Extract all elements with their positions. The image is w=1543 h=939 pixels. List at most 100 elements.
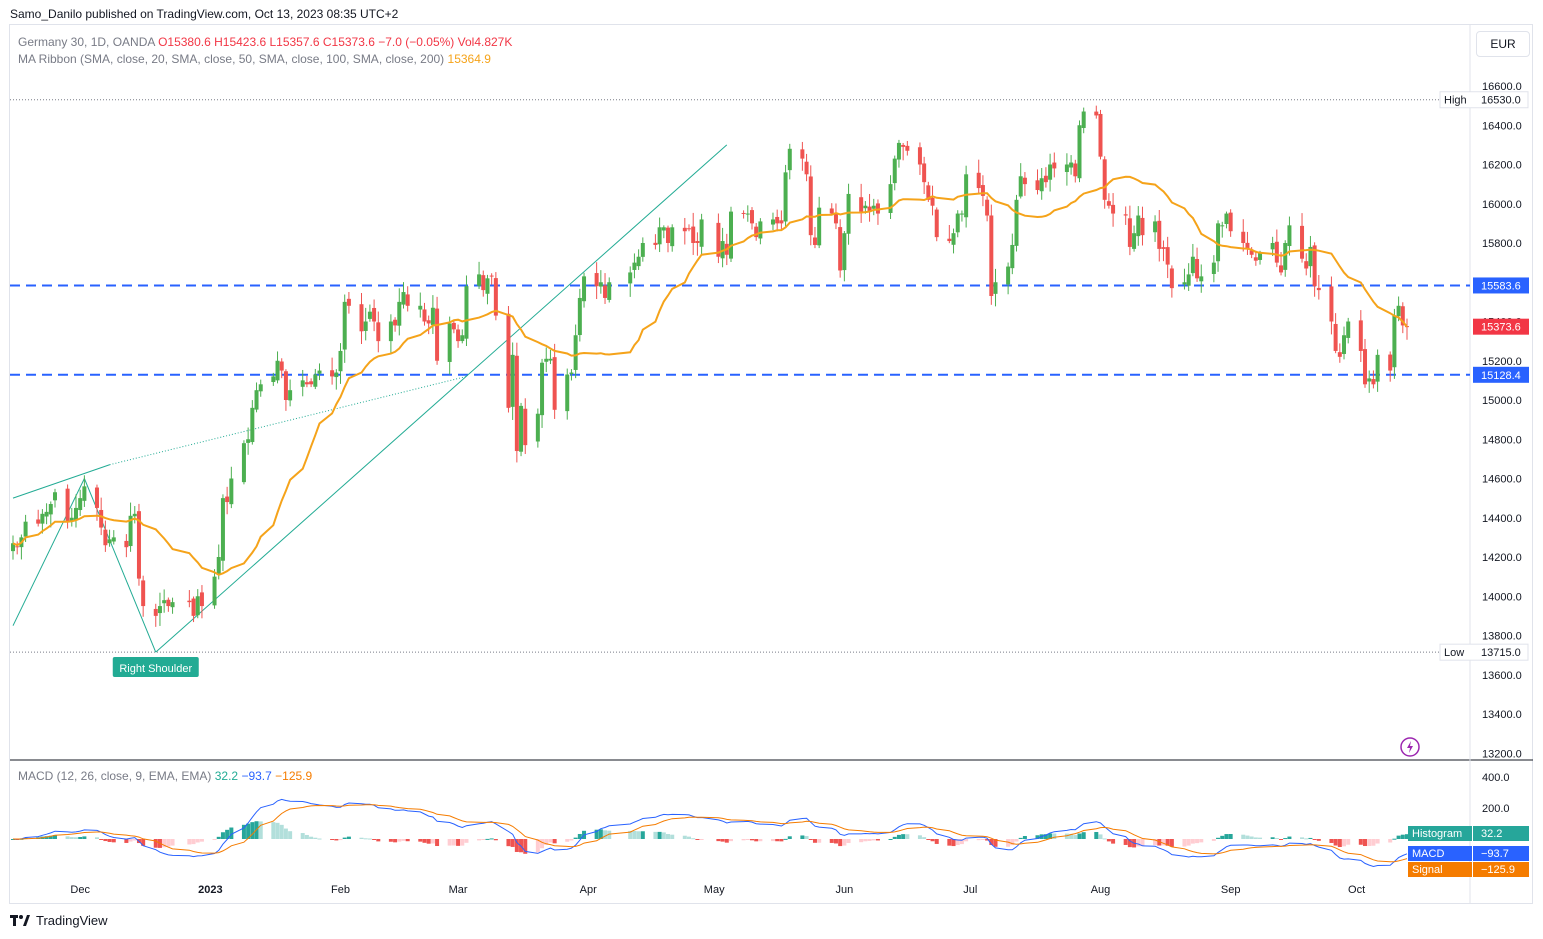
x-tick-label: Oct [1348,884,1365,896]
macd-histogram-bar [128,839,133,842]
macd-histogram-bar [888,838,893,840]
candle-body [1333,323,1338,351]
candle-body [1300,225,1305,259]
candle-body [1052,162,1057,169]
macd-histogram-bar [246,823,251,839]
candle-body [107,539,112,544]
macd-histogram-bar [871,839,876,841]
macd-histogram-bar [892,836,897,839]
level-label-box [1473,277,1529,294]
candle-body [829,208,834,214]
macd-histogram-bar [628,830,633,839]
macd-histogram-bar [372,839,377,840]
macd-histogram-bar [783,838,788,840]
macd-histogram-bar [279,824,284,839]
candle-body [422,309,427,322]
macd-histogram-bar [1069,833,1074,839]
candle-body [1312,245,1317,287]
macd-histogram-bar [1195,839,1200,844]
macd-histogram-bar [309,836,314,839]
candle-body [892,158,897,184]
macd-histogram-bar [275,822,280,839]
macd-histogram-bar [162,839,167,848]
symbol-label[interactable]: Germany 30, 1D, OANDA [18,35,155,49]
candle-body [1287,225,1292,247]
candle-body [1396,305,1401,317]
candle-body [1022,177,1027,185]
currency-button[interactable]: EUR [1476,31,1530,57]
candle-body [632,262,637,270]
candle-body [519,405,524,452]
candle-body [846,193,851,234]
macd-value-signal-label: −125.9 [1481,864,1515,876]
annotation-label: Right Shoulder [119,663,192,675]
candle-body [191,598,196,616]
macd-histogram-bar [166,839,171,847]
candle-body [300,380,305,387]
macd-histogram-bar [141,839,146,846]
macd-line [12,798,1408,868]
macd-histogram-bar [930,839,935,842]
candle-body [695,241,700,243]
ohlc-values: O15380.6 H15423.6 L15357.6 C15373.6 −7.0… [158,35,455,49]
macd-histogram-bar [1224,834,1229,839]
candle-body [78,498,83,511]
macd-histogram-bar [1300,837,1305,839]
tradingview-logo-icon [10,914,30,926]
macd-value-macd-label: −93.7 [1481,848,1509,860]
macd-histogram-bar [489,838,494,840]
macd-histogram-bar [905,834,910,839]
macd-histogram-bar [1249,836,1254,839]
x-tick-label: 2023 [198,884,222,896]
macd-histogram-bar [418,839,423,842]
candle-body [82,486,87,501]
macd-histogram-bar [1182,839,1187,847]
macd-histogram-bar [1396,835,1401,839]
candle-body [388,321,393,342]
candle-body [1241,231,1246,243]
candle-body [594,273,599,287]
candle-body [930,197,935,206]
macd-histogram-bar [1169,839,1174,847]
macd-histogram-bar [1136,839,1141,847]
macd-histogram-bar [1123,839,1128,845]
candle-body [99,509,104,528]
macd-histogram-bar [426,839,431,844]
y-tick-label: 13800.0 [1482,631,1522,643]
macd-histogram-bar [716,839,721,842]
macd-histogram-bar [985,839,990,841]
footer-brand[interactable]: TradingView [10,913,108,928]
macd-histogram-bar [741,839,746,841]
macd-histogram-bar [838,839,843,847]
candle-body [1367,378,1372,382]
macd-histogram-bar [1073,835,1078,839]
candle-body [1106,201,1111,206]
macd-histogram-bar [653,831,658,839]
candle-body [376,322,381,342]
macd-histogram-bar [695,839,700,840]
macd-histogram-bar [569,839,574,841]
candle-body [69,517,74,522]
y-tick-label: 13600.0 [1482,670,1522,682]
macd-histogram-bar [1127,839,1132,848]
candle-body [283,371,288,400]
y-tick-label: 14800.0 [1482,434,1522,446]
macd-label[interactable]: MACD (12, 26, close, 9, EMA, EMA) [18,769,212,783]
macd-tag-histogram-label: Histogram [1412,828,1462,840]
y-tick-label: 16000.0 [1482,199,1522,211]
macd-histogram-bar [401,839,406,841]
ma-label[interactable]: MA Ribbon (SMA, close, 20, SMA, close, 5… [18,52,445,66]
candle-body [1010,244,1015,269]
candle-body [1279,265,1284,273]
candle-body [666,227,671,243]
y-tick-label: 13200.0 [1482,748,1522,760]
macd-histogram-bar [1022,836,1027,839]
candle-body [842,233,847,271]
macd-histogram-bar [1346,839,1351,845]
candle-body [779,220,784,224]
macd-histogram-bar [833,839,838,844]
macd-histogram-bar [225,829,230,839]
macd-histogram-bar [666,834,671,839]
candle-body [598,282,603,287]
